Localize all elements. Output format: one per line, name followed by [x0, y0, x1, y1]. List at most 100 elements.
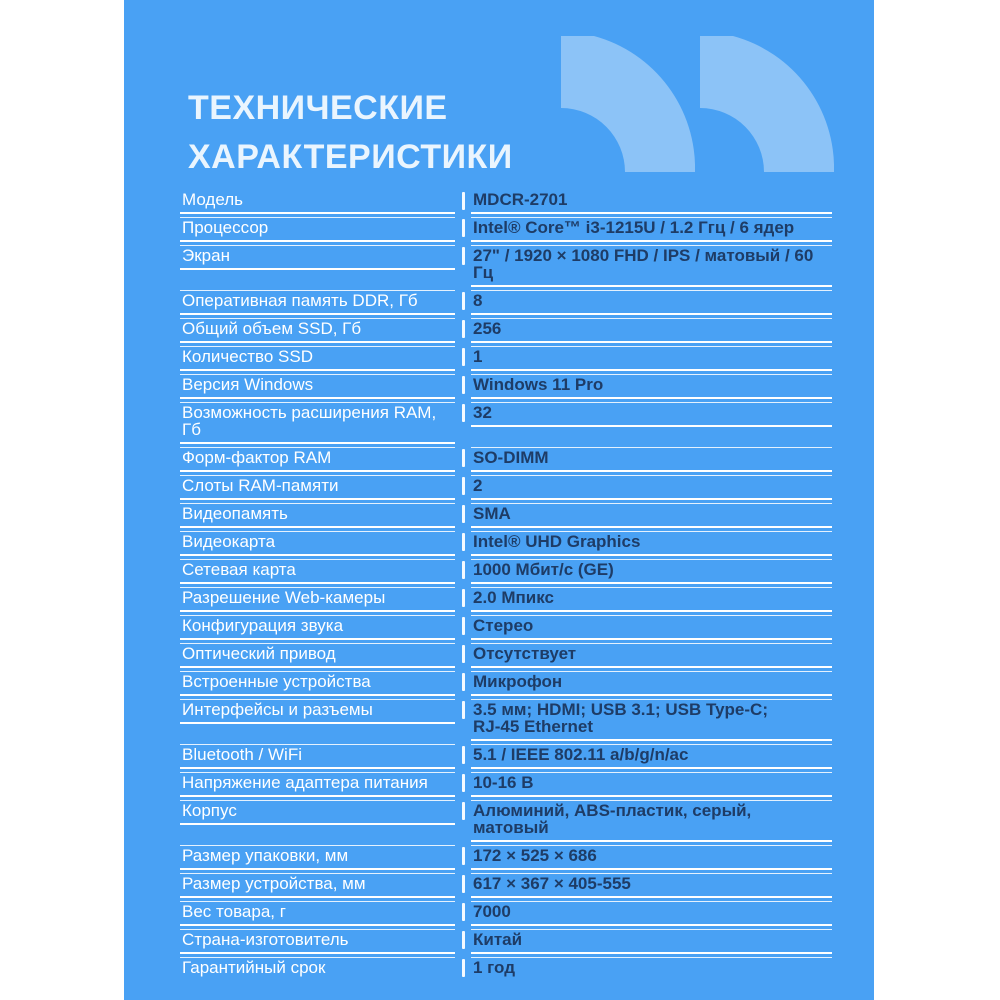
page-title-line2: ХАРАКТЕРИСТИКИ: [188, 138, 513, 176]
column-gap: [455, 615, 471, 635]
column-gap: [455, 318, 471, 338]
table-row: Оптический привод Отсутствует: [180, 643, 832, 668]
column-gap: [455, 957, 471, 977]
column-separator-bar: [461, 404, 465, 422]
spec-label: Слоты RAM-памяти: [180, 475, 455, 500]
table-row: Оперативная память DDR, Гб 8: [180, 290, 832, 315]
column-gap: [455, 346, 471, 366]
table-row: Страна-изготовитель Китай: [180, 929, 832, 954]
column-separator-bar: [461, 348, 465, 366]
column-separator-bar: [461, 247, 465, 265]
column-gap: [455, 374, 471, 394]
table-row: Разрешение Web-камеры 2.0 Мпикс: [180, 587, 832, 612]
column-separator-bar: [461, 561, 465, 579]
spec-label: Гарантийный срок: [180, 957, 455, 980]
column-separator-bar: [461, 931, 465, 949]
column-gap: [455, 643, 471, 663]
spec-value: 5.1 / IEEE 802.11 a/b/g/n/ac: [471, 744, 832, 769]
spec-label: Процессор: [180, 217, 455, 242]
spec-label: Количество SSD: [180, 346, 455, 371]
spec-value: 1 год: [471, 957, 832, 980]
column-separator-bar: [461, 292, 465, 310]
column-gap: [455, 671, 471, 691]
spec-value: 256: [471, 318, 832, 343]
spec-value: Windows 11 Pro: [471, 374, 832, 399]
column-gap: [455, 800, 471, 820]
spec-value: 2: [471, 475, 832, 500]
spec-label: Форм-фактор RAM: [180, 447, 455, 472]
column-separator-bar: [461, 774, 465, 792]
table-row: Версия Windows Windows 11 Pro: [180, 374, 832, 399]
table-row: Слоты RAM-памяти 2: [180, 475, 832, 500]
spec-value: 32: [471, 402, 832, 427]
spec-label: Оперативная память DDR, Гб: [180, 290, 455, 315]
table-row: Интерфейсы и разъемы 3.5 мм; HDMI; USB 3…: [180, 699, 832, 741]
table-row: Bluetooth / WiFi 5.1 / IEEE 802.11 a/b/g…: [180, 744, 832, 769]
column-separator-bar: [461, 802, 465, 820]
table-row: Экран 27" / 1920 × 1080 FHD / IPS / мато…: [180, 245, 832, 287]
column-gap: [455, 587, 471, 607]
spec-value: Алюминий, ABS-пластик, серый, матовый: [471, 800, 832, 842]
column-separator-bar: [461, 645, 465, 663]
column-gap: [455, 402, 471, 422]
spec-label: Общий объем SSD, Гб: [180, 318, 455, 343]
column-separator-bar: [461, 617, 465, 635]
spec-label: Напряжение адаптера питания: [180, 772, 455, 797]
column-separator-bar: [461, 673, 465, 691]
spec-label: Интерфейсы и разъемы: [180, 699, 455, 724]
spec-label: Размер устройства, мм: [180, 873, 455, 898]
table-row: Размер устройства, мм 617 × 367 × 405-55…: [180, 873, 832, 898]
spec-label: Экран: [180, 245, 455, 270]
table-row: Видеокарта Intel® UHD Graphics: [180, 531, 832, 556]
spec-value: Стерео: [471, 615, 832, 640]
table-row: Сетевая карта 1000 Мбит/с (GE): [180, 559, 832, 584]
spec-value: 10-16 В: [471, 772, 832, 797]
spec-value: 7000: [471, 901, 832, 926]
table-row: Встроенные устройства Микрофон: [180, 671, 832, 696]
spec-value: MDCR-2701: [471, 190, 832, 214]
spec-label: Bluetooth / WiFi: [180, 744, 455, 769]
column-separator-bar: [461, 959, 465, 977]
spec-value: Intel® Core™ i3-1215U / 1.2 Ггц / 6 ядер: [471, 217, 832, 242]
spec-label: Корпус: [180, 800, 455, 825]
table-row: Конфигурация звука Стерео: [180, 615, 832, 640]
table-row: Форм-фактор RAM SO-DIMM: [180, 447, 832, 472]
column-separator-bar: [461, 746, 465, 764]
column-separator-bar: [461, 320, 465, 338]
column-separator-bar: [461, 219, 465, 237]
table-row: Количество SSD 1: [180, 346, 832, 371]
table-row: Процессор Intel® Core™ i3-1215U / 1.2 Гг…: [180, 217, 832, 242]
spec-label: Видеокарта: [180, 531, 455, 556]
column-gap: [455, 245, 471, 265]
column-separator-bar: [461, 589, 465, 607]
column-separator-bar: [461, 376, 465, 394]
spec-label: Конфигурация звука: [180, 615, 455, 640]
spec-label: Модель: [180, 190, 455, 214]
column-separator-bar: [461, 533, 465, 551]
spec-label: Разрешение Web-камеры: [180, 587, 455, 612]
spec-value: Отсутствует: [471, 643, 832, 668]
column-separator-bar: [461, 505, 465, 523]
column-gap: [455, 503, 471, 523]
table-row: Общий объем SSD, Гб 256: [180, 318, 832, 343]
spec-value: 3.5 мм; HDMI; USB 3.1; USB Type-C; RJ-45…: [471, 699, 832, 741]
decor-quotes: [561, 36, 834, 172]
spec-label: Вес товара, г: [180, 901, 455, 926]
column-gap: [455, 475, 471, 495]
column-gap: [455, 772, 471, 792]
spec-label: Возможность расширения RAM, Гб: [180, 402, 455, 444]
spec-value: Китай: [471, 929, 832, 954]
spec-value: 2.0 Мпикс: [471, 587, 832, 612]
column-gap: [455, 929, 471, 949]
spec-label: Оптический привод: [180, 643, 455, 668]
column-gap: [455, 873, 471, 893]
spec-value: Intel® UHD Graphics: [471, 531, 832, 556]
table-row: Вес товара, г 7000: [180, 901, 832, 926]
column-separator-bar: [461, 903, 465, 921]
table-row: Возможность расширения RAM, Гб 32: [180, 402, 832, 444]
spec-value: 27" / 1920 × 1080 FHD / IPS / матовый / …: [471, 245, 832, 287]
spec-label: Встроенные устройства: [180, 671, 455, 696]
spec-value: 8: [471, 290, 832, 315]
column-separator-bar: [461, 192, 465, 210]
column-separator-bar: [461, 449, 465, 467]
